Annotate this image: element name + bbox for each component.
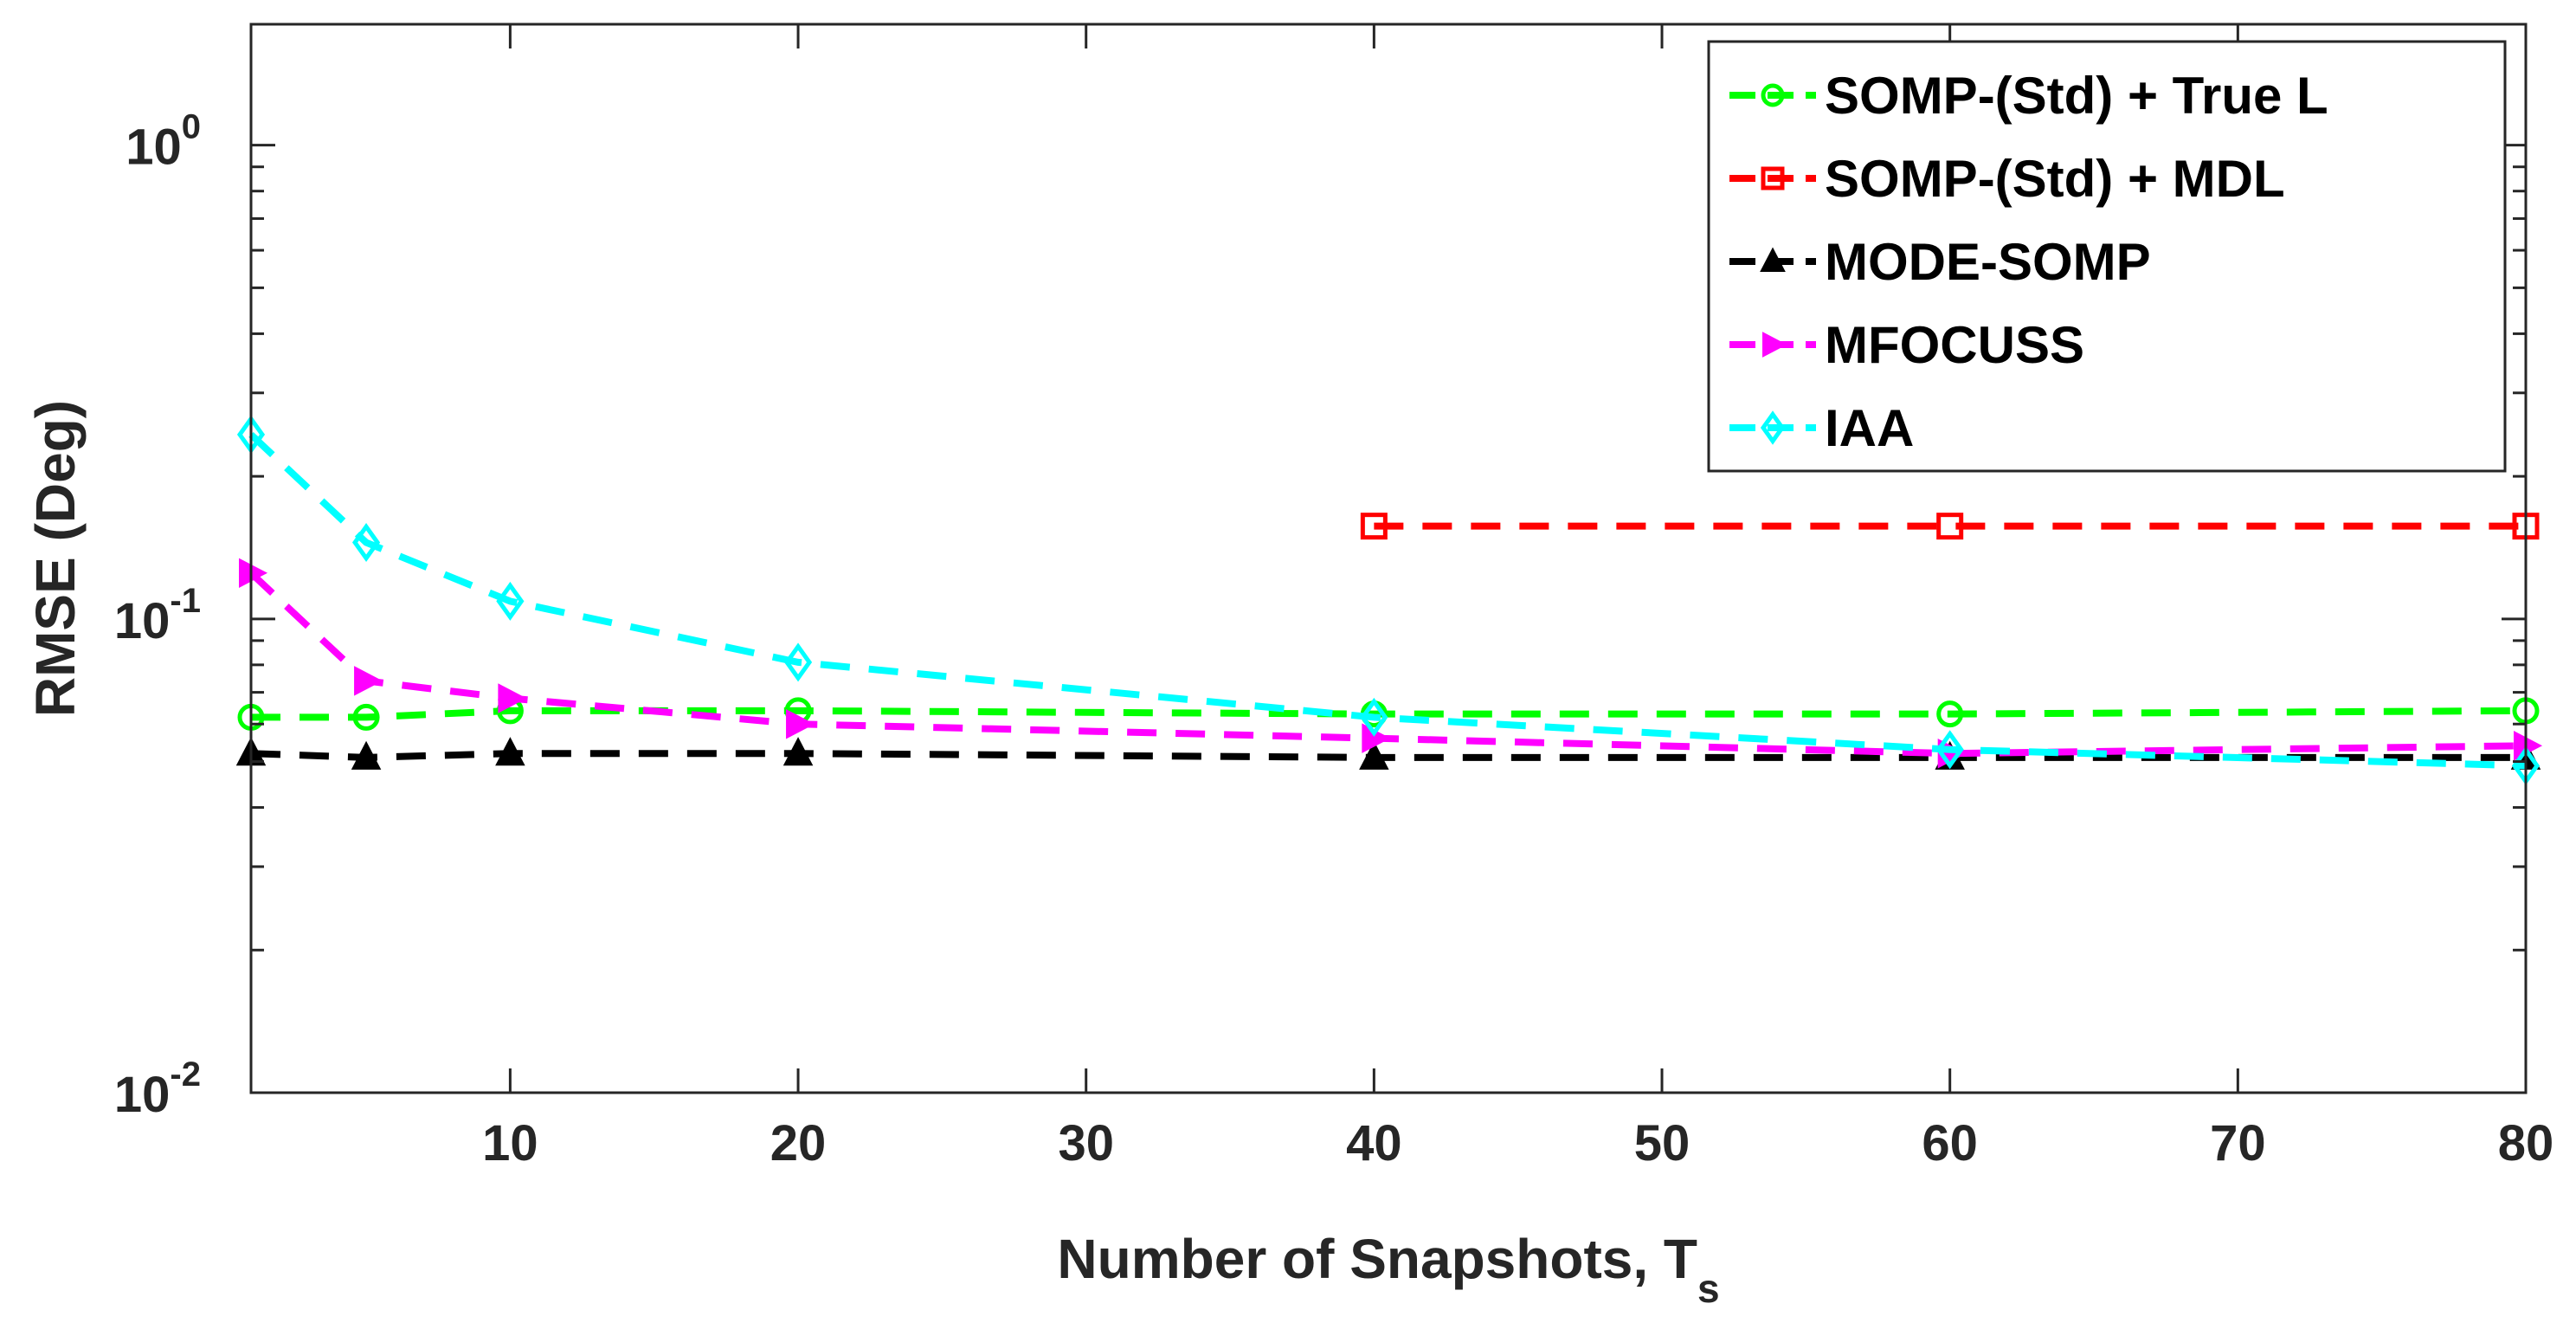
axes-frame [249,23,2528,1094]
x-tick-label: 20 [770,1115,827,1171]
legend-label: MODE-SOMP [1825,233,2151,291]
marker-square [1360,513,1388,540]
legend-item: SOMP-(Std) + MDL [1729,150,2285,208]
x-axis-title-main: Number of Snapshots, T [1057,1228,1697,1290]
y-tick-label: 10-2 [114,1055,201,1123]
plot-area [235,415,2543,785]
legend-item: IAA [1729,399,1914,457]
y-tick-base: 10 [126,119,182,176]
marker-diamond [1935,730,1964,770]
marker-triangle-right [239,558,268,589]
y-tick-exponent: -1 [170,582,201,620]
marker-triangle-up [782,737,814,766]
y-tick-base: 10 [114,1067,171,1123]
marker-triangle-up [495,737,525,766]
x-tick-label: 70 [2210,1115,2266,1171]
x-tick-label: 30 [1058,1115,1114,1171]
x-tick-label: 10 [482,1115,538,1171]
marker-diamond [496,581,525,621]
legend-label: IAA [1825,399,1914,457]
marker-diamond [351,523,381,563]
x-tick-label: 40 [1346,1115,1402,1171]
legend-item: SOMP-(Std) + True L [1729,67,2328,125]
legend: SOMP-(Std) + True L SOMP-(Std) + MDL MODE-… [1707,40,2507,473]
marker-circle [1761,83,1785,107]
series-4 [236,415,2541,785]
marker-diamond [783,642,813,682]
marker-triangle-right [498,683,527,713]
marker-circle [1936,700,1964,728]
marker-triangle-up [1359,740,1389,770]
x-tick-label: 50 [1634,1115,1690,1171]
y-tick-exponent: -2 [170,1055,201,1094]
marker-triangle-right [1762,332,1787,358]
legend-item: MFOCUSS [1729,316,2084,374]
marker-triangle-right [786,708,815,739]
marker-square [1761,166,1785,190]
x-tick-label: 80 [2498,1115,2554,1171]
x-tick-label: 60 [1922,1115,1978,1171]
y-tick-base: 10 [114,593,171,649]
marker-diamond [1360,697,1388,737]
marker-triangle-right [354,666,383,696]
marker-square [1936,513,1964,540]
marker-diamond [1760,410,1786,445]
y-tick-label: 10-1 [114,582,201,649]
y-tick-label: 100 [126,108,201,176]
y-tick-exponent: 0 [182,108,201,146]
series-line [248,431,2527,770]
x-axis-title-subscript: s [1697,1266,1720,1311]
x-axis-title: Number of Snapshots, Ts [1057,1228,1719,1311]
marker-triangle-up [351,740,382,770]
legend-box [1707,40,2507,473]
legend-label: SOMP-(Std) + True L [1825,67,2328,125]
y-axis-title: RMSE (Deg) [24,400,87,717]
marker-triangle-up [1760,247,1786,272]
legend-label: SOMP-(Std) + MDL [1825,150,2285,208]
marker-circle [352,703,380,731]
legend-label: MFOCUSS [1825,316,2084,374]
legend-item: MODE-SOMP [1729,233,2151,291]
series-line [251,707,2527,721]
